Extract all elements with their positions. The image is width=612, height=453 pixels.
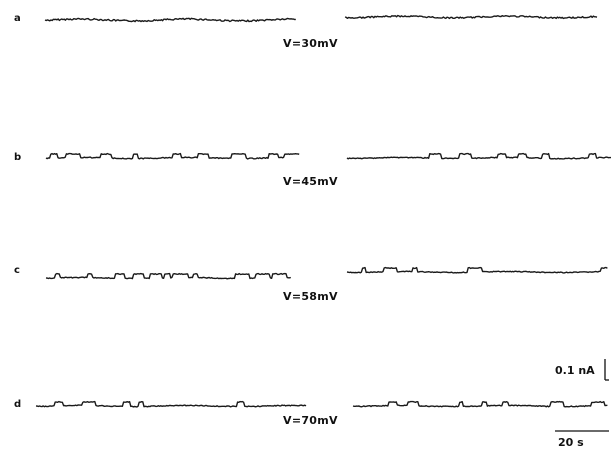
- panel-letter-c: c: [14, 265, 20, 276]
- current-trace-b-2: [346, 152, 611, 160]
- panel-letter-d: d: [14, 399, 22, 410]
- trace-group: [35, 14, 611, 408]
- current-scale-label: 0.1 nA: [555, 364, 595, 377]
- current-trace-d-1: [35, 400, 307, 408]
- current-trace-a-1: [44, 17, 296, 23]
- voltage-label-d: V=70mV: [283, 414, 338, 427]
- time-scale-label: 20 s: [558, 436, 584, 449]
- current-trace-c-2: [346, 266, 608, 274]
- current-trace-d-2: [352, 400, 608, 408]
- current-trace-c-1: [45, 272, 291, 280]
- voltage-label-a: V=30mV: [283, 37, 338, 50]
- voltage-label-c: V=58mV: [283, 290, 338, 303]
- panel-letter-b: b: [14, 152, 22, 163]
- voltage-label-b: V=45mV: [283, 175, 338, 188]
- panel-letter-a: a: [14, 13, 21, 24]
- current-trace-b-1: [45, 152, 300, 160]
- current-trace-a-2: [344, 14, 598, 20]
- scale-bar: [555, 359, 609, 432]
